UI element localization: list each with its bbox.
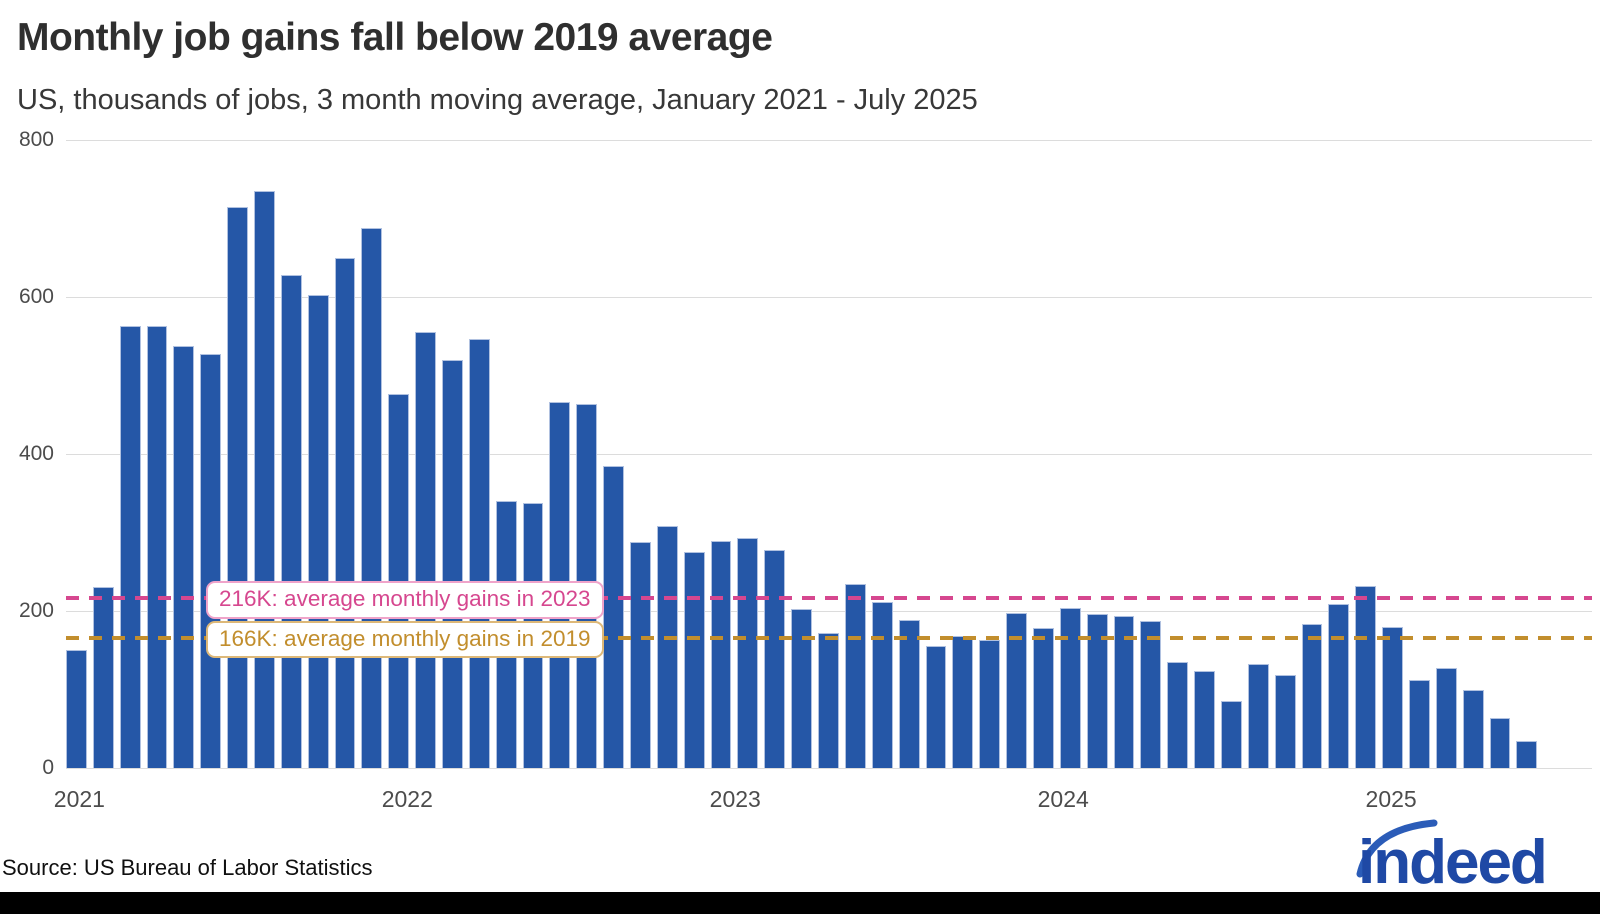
bar-feb-2022 [415, 331, 437, 768]
bar-nov-2021 [334, 257, 356, 768]
bar-feb-2023 [737, 538, 759, 768]
x-axis-label-2022: 2022 [381, 786, 433, 812]
logo-wordmark: indeed [1358, 828, 1546, 890]
bar-dec-2023 [1006, 612, 1027, 768]
bar-mar-2021 [119, 326, 141, 768]
bar-nov-2023 [979, 640, 1001, 768]
chart-subtitle: US, thousands of jobs, 3 month moving av… [17, 84, 978, 116]
bar-sep-2022 [603, 465, 625, 768]
bar-may-2023 [818, 632, 839, 768]
bar-sep-2023 [925, 645, 947, 768]
bar-apr-2024 [1113, 615, 1135, 768]
bar-apr-2022 [468, 338, 490, 768]
bar-mar-2022 [442, 359, 463, 768]
bar-jun-2021 [200, 353, 222, 768]
gridline [66, 139, 1592, 141]
gridline [66, 610, 1592, 612]
bar-jan-2025 [1355, 585, 1377, 768]
bar-sep-2024 [1247, 663, 1269, 768]
y-axis-label: 800 [18, 128, 54, 151]
bar-may-2021 [173, 346, 195, 768]
indeed-logo: indeed [1356, 819, 1548, 890]
footer-bar [0, 892, 1600, 914]
logo-swoosh-icon [1356, 819, 1438, 878]
bar-feb-2025 [1382, 626, 1403, 768]
reference-label-166: 166K: average monthly gains in 2019 [206, 620, 604, 659]
reference-line-216 [66, 596, 1592, 601]
bar-aug-2021 [254, 191, 275, 768]
y-axis-label: 200 [18, 599, 54, 622]
bar-may-2024 [1140, 621, 1162, 768]
bar-nov-2024 [1301, 624, 1323, 768]
x-axis-label-2023: 2023 [709, 786, 761, 812]
bar-mar-2024 [1086, 614, 1108, 768]
y-axis-label: 400 [18, 442, 54, 465]
bar-apr-2021 [146, 326, 168, 768]
bar-jan-2024 [1032, 628, 1054, 768]
bar-dec-2021 [361, 227, 383, 768]
page-title: Monthly job gains fall below 2019 averag… [17, 16, 773, 59]
source-note: Source: US Bureau of Labor Statistics [2, 855, 373, 880]
reference-line-166 [66, 635, 1592, 640]
bar-jul-2024 [1194, 671, 1215, 768]
bar-oct-2024 [1274, 674, 1296, 768]
bar-jan-2023 [710, 541, 732, 768]
bar-jul-2025 [1516, 740, 1538, 768]
bar-may-2025 [1462, 690, 1484, 768]
bar-apr-2023 [791, 609, 813, 768]
bar-aug-2024 [1220, 701, 1242, 768]
bar-jan-2021 [66, 650, 87, 768]
bar-mar-2023 [764, 549, 786, 768]
x-axis-label-2021: 2021 [53, 786, 105, 812]
bar-oct-2023 [952, 636, 974, 768]
bars-container [66, 140, 1538, 768]
bar-jun-2024 [1167, 662, 1189, 768]
bar-oct-2022 [630, 541, 651, 768]
bar-jul-2023 [871, 602, 893, 768]
bar-jun-2025 [1489, 717, 1511, 768]
bar-aug-2023 [898, 619, 920, 768]
reference-label-216: 216K: average monthly gains in 2023 [206, 581, 604, 619]
bar-jan-2022 [388, 393, 410, 768]
gridline [66, 453, 1592, 455]
bar-nov-2022 [656, 526, 678, 768]
bar-oct-2021 [307, 294, 329, 768]
bar-jun-2023 [844, 584, 866, 768]
bar-feb-2021 [92, 587, 114, 768]
x-axis-label-2025: 2025 [1365, 786, 1417, 812]
bar-apr-2025 [1435, 668, 1457, 768]
bar-dec-2024 [1328, 603, 1350, 768]
y-axis-label: 600 [18, 285, 54, 308]
bar-sep-2021 [280, 275, 302, 768]
y-axis-label: 0 [42, 756, 54, 779]
bar-dec-2022 [683, 552, 705, 768]
bar-jul-2021 [227, 206, 249, 768]
x-axis-label-2024: 2024 [1037, 786, 1089, 812]
bar-feb-2024 [1059, 607, 1081, 768]
gridline [66, 296, 1592, 298]
gridline [66, 767, 1592, 769]
bar-mar-2025 [1408, 680, 1430, 768]
